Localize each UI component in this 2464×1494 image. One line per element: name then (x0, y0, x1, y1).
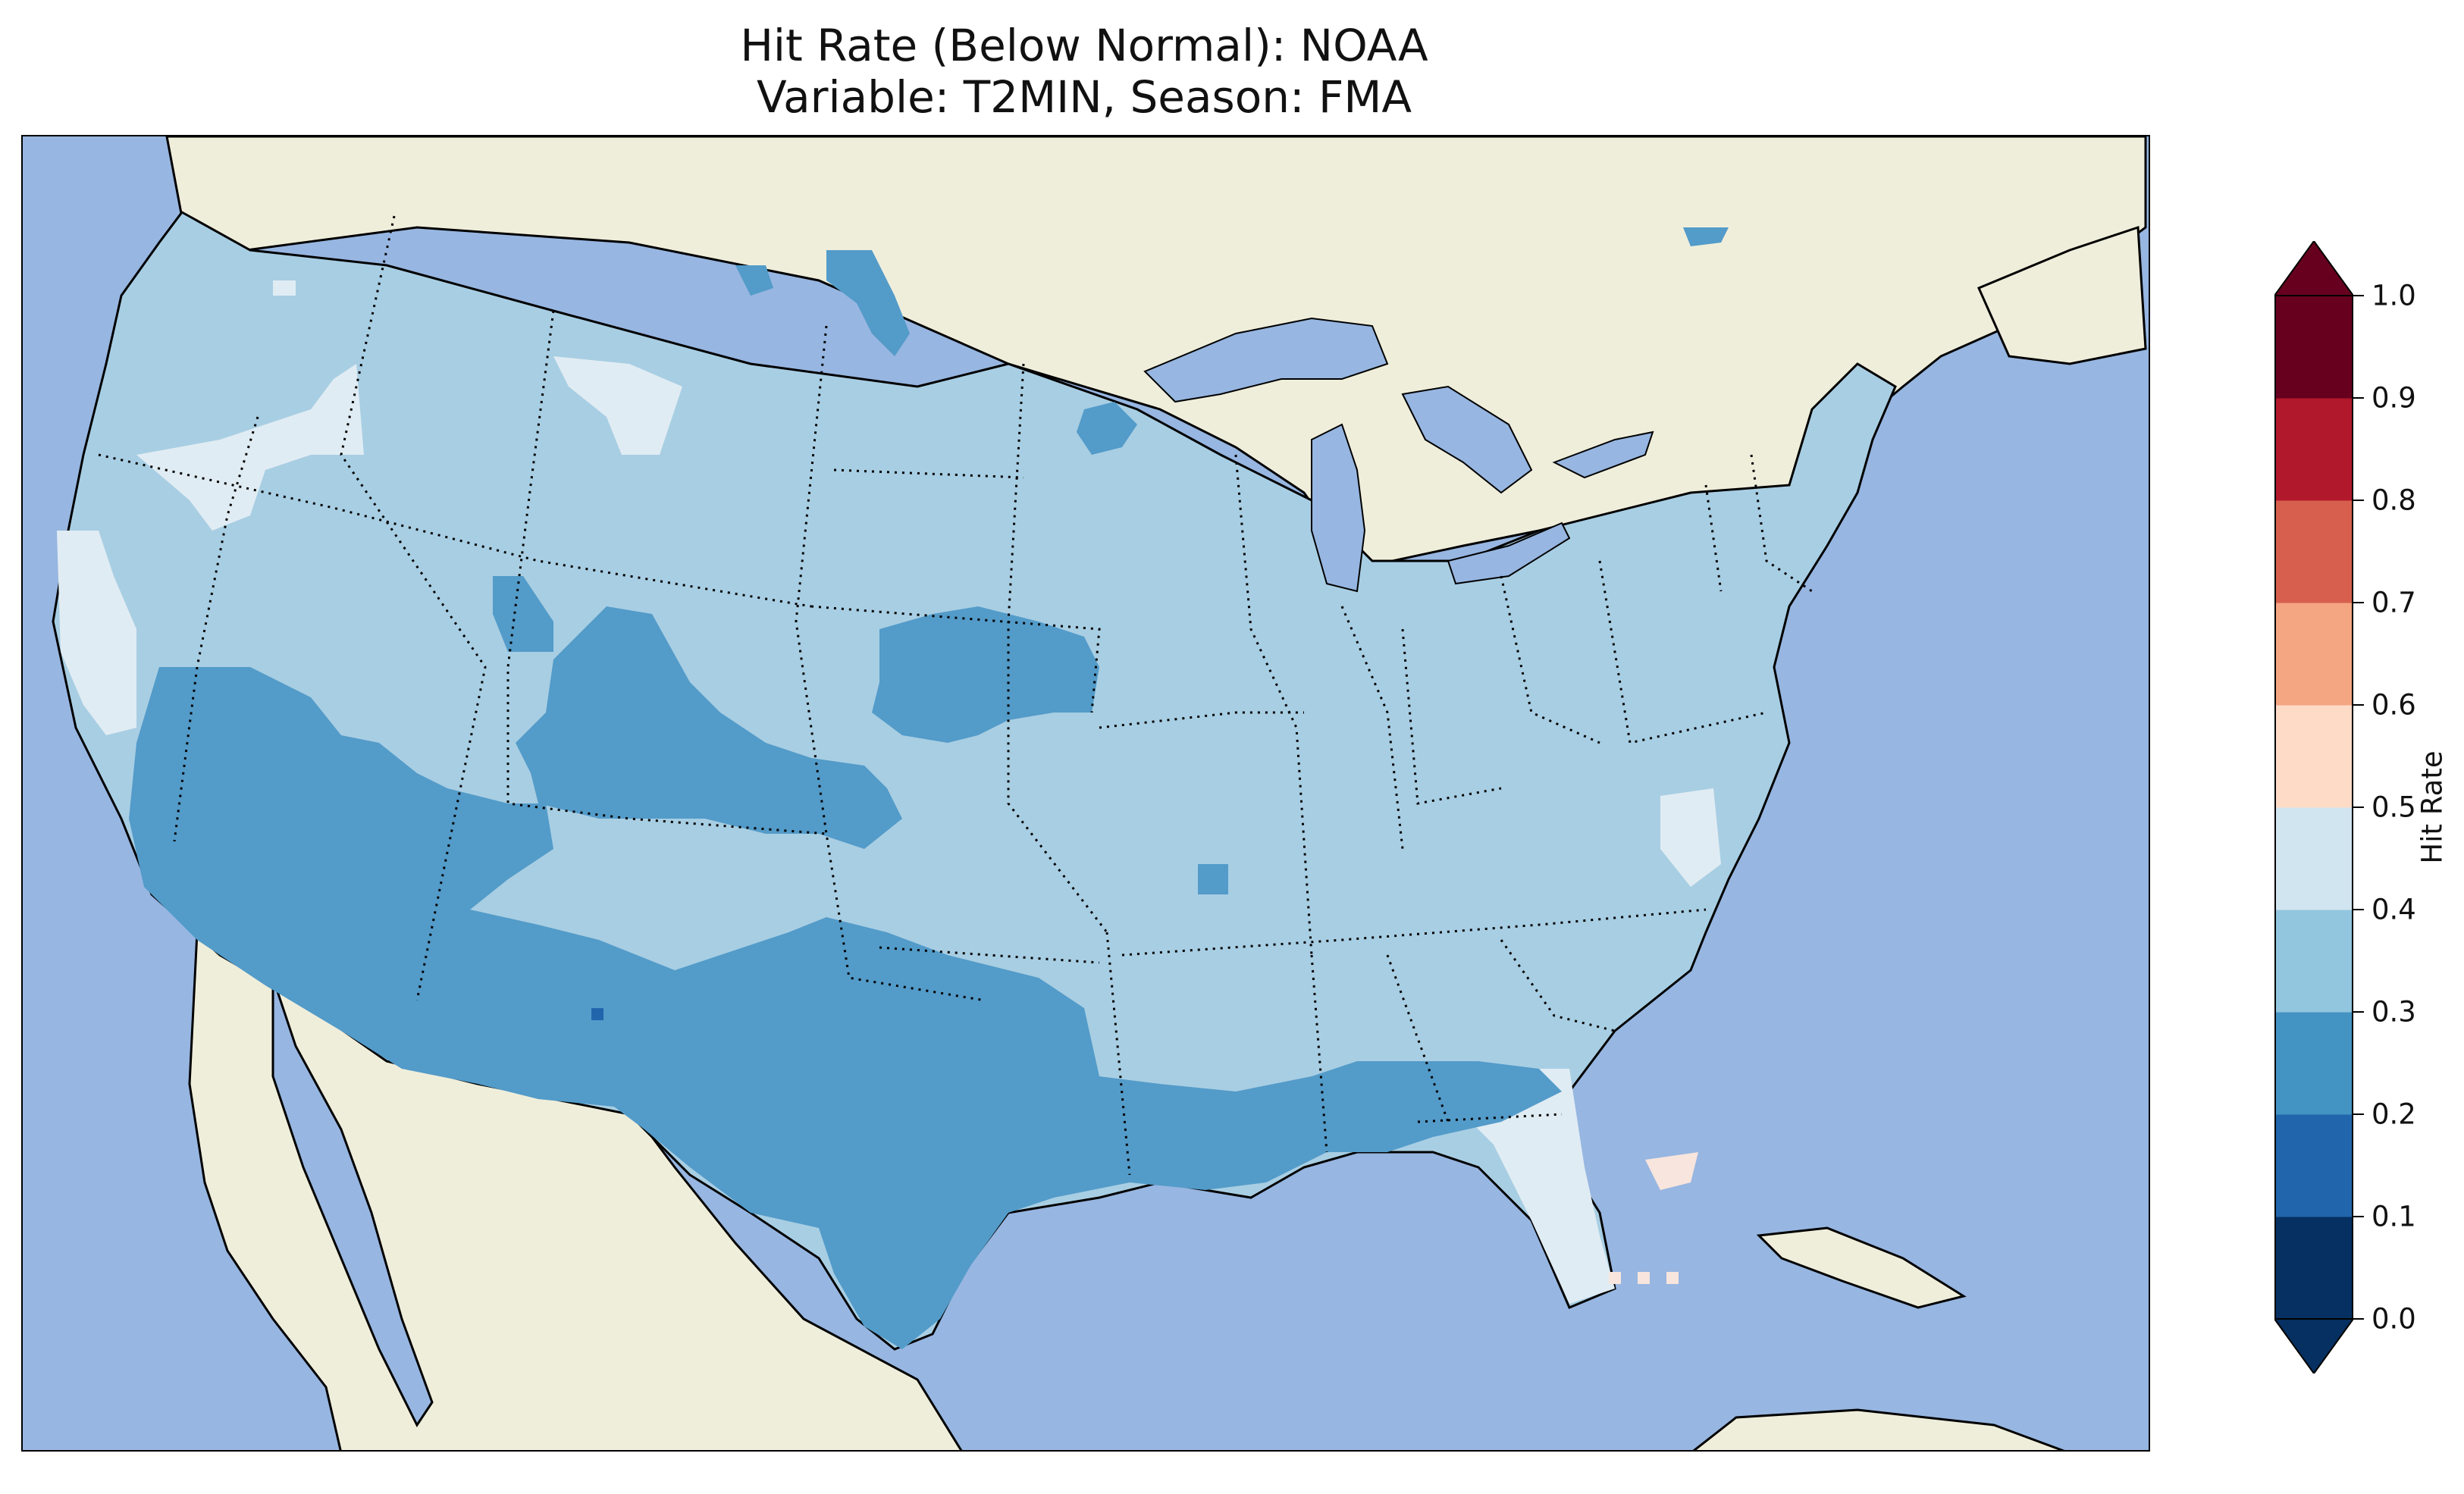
colorbar-tick-label-8: 0.8 (2372, 484, 2416, 517)
colorbar-bin-6 (2274, 603, 2353, 706)
colorbar-tick-mark (2353, 704, 2364, 706)
colorbar-bin-9 (2274, 296, 2353, 399)
colorbar-bin-1 (2274, 1114, 2353, 1217)
colorbar-tick-mark (2353, 1318, 2364, 1320)
colorbar-bin-4 (2274, 807, 2353, 910)
hit-rate-0.1-0.2-cell (591, 1008, 603, 1020)
colorbar-bins (2274, 296, 2353, 1320)
title-line-1: Hit Rate (Below Normal): NOAA (740, 20, 1428, 71)
colorbar-tick-label-10: 1.0 (2372, 279, 2416, 312)
title-line-2: Variable: T2MIN, Season: FMA (756, 71, 1412, 123)
colorbar-over-triangle (2274, 241, 2353, 296)
colorbar (2274, 241, 2353, 1373)
colorbar-label: Hit Rate (2415, 750, 2449, 864)
colorbar-tick-label-1: 0.1 (2372, 1200, 2416, 1233)
map-title: Hit Rate (Below Normal): NOAA Variable: … (0, 20, 2168, 123)
state-borders (98, 215, 1813, 1176)
maritime-land (1977, 225, 2147, 365)
colorbar-tick-mark (2353, 397, 2364, 399)
cuba-land (1756, 1226, 1967, 1309)
map-svg (23, 136, 2149, 1450)
map-panel[interactable] (21, 135, 2150, 1452)
colorbar-bin-7 (2274, 500, 2353, 603)
colorbar-outline (2274, 295, 2353, 1320)
colorbar-tick-mark (2353, 602, 2364, 603)
colorbar-tick-mark (2353, 1216, 2364, 1217)
colorbar-bin-5 (2274, 705, 2353, 808)
colorbar-bin-2 (2274, 1012, 2353, 1115)
colorbar-tick-mark (2353, 909, 2364, 910)
colorbar-tick-label-6: 0.6 (2372, 688, 2416, 722)
colorbar-tick-label-7: 0.7 (2372, 586, 2416, 619)
colorbar-tick-mark (2353, 1113, 2364, 1115)
hit-rate-0.2-0.3-regions (129, 227, 1729, 1349)
colorbar-tick-mark (2353, 295, 2364, 296)
colorbar-tick-label-3: 0.3 (2372, 995, 2416, 1029)
great-lakes (1143, 317, 1654, 593)
colorbar-tick-label-2: 0.2 (2372, 1098, 2416, 1131)
hit-rate-0.5-0.6-regions (1609, 1152, 1698, 1284)
colorbar-tick-mark (2353, 500, 2364, 501)
colorbar-bin-3 (2274, 910, 2353, 1013)
colorbar-tick-label-4: 0.4 (2372, 893, 2416, 926)
colorbar-tick-label-9: 0.9 (2372, 381, 2416, 415)
colorbar-bin-0 (2274, 1217, 2353, 1320)
colorbar-bin-8 (2274, 398, 2353, 501)
gulf-of-california (271, 977, 434, 1427)
colorbar-tick-mark (2353, 1011, 2364, 1013)
hit-rate-0.4-0.5-regions (57, 280, 1721, 1304)
colorbar-tick-label-5: 0.5 (2372, 791, 2416, 824)
colorbar-under-triangle (2274, 1318, 2353, 1373)
colorbar-tick-label-0: 0.0 (2372, 1302, 2416, 1336)
south-land (1692, 1408, 2065, 1450)
colorbar-tick-mark (2353, 807, 2364, 808)
